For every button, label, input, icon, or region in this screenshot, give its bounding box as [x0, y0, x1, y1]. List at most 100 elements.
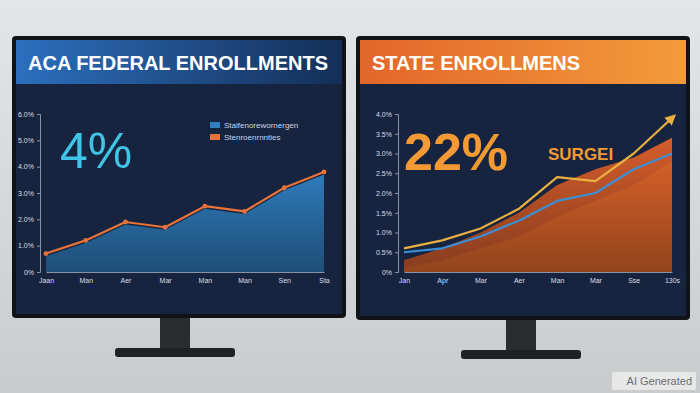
y-tick-mark	[37, 140, 40, 141]
y-tick: 6.0%	[18, 111, 40, 118]
y-tick-label: 2.0%	[18, 216, 34, 223]
x-tick: Aer	[120, 272, 132, 284]
x-tick-label: Man	[79, 277, 93, 284]
x-tick-label: Man	[551, 277, 565, 284]
watermark-text: AI Generated	[627, 375, 692, 387]
annotation: 4%	[60, 123, 132, 179]
x-tick: Apr	[437, 272, 449, 285]
watermark-box	[612, 372, 696, 390]
line	[404, 118, 672, 248]
legend-label: Stenroenrnnties	[224, 133, 280, 142]
x-tick-label: Mar	[475, 277, 488, 284]
x-tick: Sen	[279, 272, 292, 284]
y-tick: 0.5%	[376, 249, 398, 256]
y-tick-mark	[37, 246, 40, 247]
y-tick: 1.0%	[376, 229, 398, 236]
y-tick: 0%	[382, 269, 398, 276]
x-tick-label: Mar	[160, 277, 173, 284]
x-tick-label: Jaan	[39, 277, 54, 284]
y-tick: 2.0%	[18, 216, 40, 223]
x-tick: Mar	[475, 272, 488, 284]
x-axis: Jan Apr Mar Aer Man Mar Sse 130s	[399, 272, 681, 285]
y-tick-label: 4.0%	[18, 163, 34, 170]
y-axis: 0% 0.5% 1.0% 1.5% 2.0% 2.5% 3.0% 3.5% 4.0%	[376, 111, 398, 276]
y-tick-label: 2.5%	[376, 170, 392, 177]
y-tick-label: 0%	[24, 269, 34, 276]
marker	[242, 209, 247, 214]
plot-marks	[404, 118, 672, 272]
x-tick-label: Apr	[437, 277, 449, 285]
x-axis-line	[47, 272, 325, 273]
x-tick-label: Sta	[319, 277, 330, 284]
y-tick-mark	[395, 193, 398, 194]
y-tick-mark	[395, 233, 398, 234]
x-tick: Sse	[628, 272, 640, 284]
stand-neck	[506, 318, 536, 352]
y-tick: 2.5%	[376, 170, 398, 177]
x-tick-label: 130s	[665, 277, 681, 284]
y-tick: 5.0%	[18, 137, 40, 144]
background	[0, 0, 700, 393]
marker	[202, 204, 207, 209]
x-axis-line	[405, 272, 673, 273]
legend-label: Stalfenorewornergen	[224, 121, 298, 130]
marker	[322, 170, 327, 175]
monitor	[12, 36, 346, 357]
annotation: 22%	[404, 123, 508, 181]
y-axis: 0% 1.0% 2.0% 3.0% 4.0% 5.0% 6.0%	[18, 111, 40, 276]
legend-swatch	[210, 122, 220, 128]
y-tick-label: 0.5%	[376, 249, 392, 256]
header-band	[16, 40, 342, 84]
y-tick: 3.5%	[376, 130, 398, 137]
x-tick: Man	[199, 272, 213, 284]
y-axis-line	[395, 115, 399, 273]
monitor	[356, 36, 690, 359]
y-tick-mark	[395, 154, 398, 155]
y-tick-label: 6.0%	[18, 111, 34, 118]
y-tick-mark	[37, 193, 40, 194]
canvas: ACA FEDERAL ENROLLMENTS0%1.0%2.0%3.0%4.0…	[0, 0, 700, 393]
x-tick: Jan	[399, 272, 410, 284]
y-tick-mark	[37, 114, 40, 115]
x-tick: Man	[551, 272, 565, 284]
legend: Stalfenorewornergen Stenroenrnnties	[210, 121, 298, 142]
chart: STATE ENROLLMENS0%0.5%1.0%1.5%2.0%2.5%3.…	[372, 52, 681, 285]
x-tick-label: Sen	[279, 277, 292, 284]
header-band	[360, 40, 686, 84]
marker	[163, 225, 168, 230]
x-tick-label: Man	[199, 277, 213, 284]
stand-neck	[160, 316, 190, 350]
x-tick-label: Sse	[628, 277, 640, 284]
x-tick: Jaan	[39, 272, 54, 284]
x-tick-label: Aer	[120, 277, 132, 284]
line	[46, 172, 324, 254]
y-tick-label: 3.0%	[376, 150, 392, 157]
y-tick: 1.0%	[18, 242, 40, 249]
stand-base	[461, 350, 581, 359]
annotation: SURGEI	[548, 145, 613, 164]
y-tick: 4.0%	[376, 111, 398, 118]
y-tick-mark	[395, 134, 398, 135]
x-tick-label: Man	[238, 277, 252, 284]
y-tick: 2.0%	[376, 190, 398, 197]
bezel	[356, 36, 690, 320]
y-tick-mark	[395, 252, 398, 253]
x-tick: Sta	[319, 272, 330, 284]
y-tick: 3.0%	[18, 190, 40, 197]
y-tick-mark	[37, 167, 40, 168]
x-tick: Mar	[590, 272, 603, 284]
x-tick: Man	[238, 272, 252, 284]
marker	[83, 238, 88, 243]
x-tick: Mar	[160, 272, 173, 284]
y-axis-line	[37, 115, 41, 273]
y-tick-label: 1.0%	[376, 229, 392, 236]
watermark: AI Generated	[612, 372, 696, 390]
y-tick: 1.5%	[376, 209, 398, 216]
x-tick: Aer	[514, 272, 526, 284]
y-tick-mark	[395, 114, 398, 115]
screen	[360, 40, 686, 316]
y-tick-label: 1.0%	[18, 242, 34, 249]
y-tick-label: 0%	[382, 269, 392, 276]
y-tick-mark	[395, 272, 398, 273]
chart: ACA FEDERAL ENROLLMENTS0%1.0%2.0%3.0%4.0…	[18, 52, 330, 284]
